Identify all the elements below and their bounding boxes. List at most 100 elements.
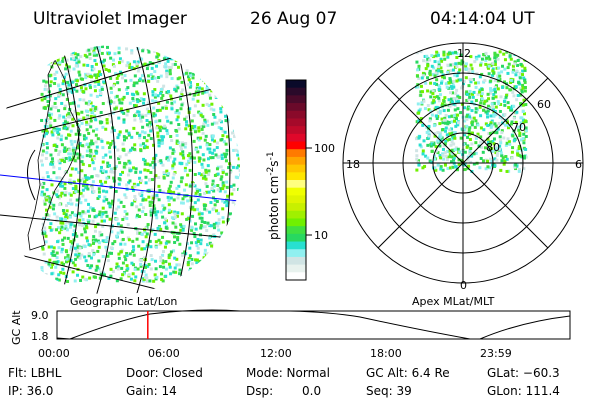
emission-pixel: [98, 210, 102, 214]
emission-pixel: [423, 72, 427, 76]
emission-pixel: [66, 201, 70, 205]
emission-pixel: [489, 157, 493, 161]
emission-pixel: [433, 95, 437, 99]
emission-pixel: [205, 60, 209, 64]
emission-pixel: [490, 102, 494, 106]
emission-pixel: [149, 210, 153, 214]
emission-pixel: [55, 144, 59, 148]
emission-pixel: [210, 224, 214, 228]
emission-pixel: [200, 70, 204, 74]
emission-pixel: [235, 271, 239, 275]
emission-pixel: [479, 61, 483, 65]
emission-pixel: [498, 144, 502, 148]
emission-pixel: [485, 112, 489, 116]
emission-pixel: [93, 59, 97, 63]
emission-pixel: [467, 132, 471, 136]
emission-pixel: [203, 204, 207, 208]
emission-pixel: [135, 237, 139, 241]
emission-pixel: [128, 62, 132, 66]
emission-pixel: [224, 252, 228, 256]
emission-pixel: [79, 214, 83, 218]
emission-pixel: [506, 101, 510, 105]
emission-pixel: [207, 169, 211, 173]
emission-pixel: [195, 86, 199, 90]
emission-pixel: [56, 52, 60, 56]
colorbar-swatch: [286, 149, 306, 158]
emission-pixel: [218, 53, 222, 57]
emission-pixel: [136, 100, 140, 104]
emission-pixel: [211, 256, 215, 260]
emission-pixel: [65, 209, 69, 213]
emission-pixel: [74, 56, 78, 60]
emission-pixel: [462, 80, 466, 84]
emission-pixel: [80, 253, 84, 257]
emission-pixel: [159, 161, 163, 165]
emission-pixel: [106, 254, 110, 258]
emission-pixel: [470, 131, 474, 135]
emission-pixel: [179, 228, 183, 232]
emission-pixel: [222, 140, 226, 144]
emission-pixel: [156, 51, 160, 55]
emission-pixel: [200, 212, 204, 216]
emission-pixel: [53, 55, 57, 59]
emission-pixel: [68, 122, 72, 126]
emission-pixel: [207, 190, 211, 194]
emission-pixel: [421, 149, 425, 153]
emission-pixel: [502, 52, 506, 56]
emission-pixel: [83, 277, 87, 281]
emission-pixel: [52, 129, 56, 133]
emission-pixel: [150, 198, 154, 202]
emission-pixel: [117, 157, 121, 161]
emission-pixel: [157, 238, 161, 242]
emission-pixel: [458, 150, 462, 154]
emission-pixel: [79, 201, 83, 205]
emission-pixel: [443, 151, 447, 155]
emission-pixel: [205, 208, 209, 212]
emission-pixel: [436, 67, 440, 71]
emission-pixel: [451, 68, 455, 72]
emission-pixel: [152, 114, 156, 118]
emission-pixel: [62, 126, 66, 130]
emission-pixel: [71, 261, 75, 265]
emission-pixel: [116, 148, 120, 152]
emission-pixel: [95, 94, 99, 98]
emission-pixel: [162, 135, 166, 139]
emission-pixel: [417, 76, 421, 80]
polar-map: 12 0 18 6 80 70 60: [342, 42, 584, 292]
emission-pixel: [142, 136, 146, 140]
emission-pixel: [204, 265, 208, 269]
emission-pixel: [449, 69, 453, 73]
emission-pixel: [69, 88, 73, 92]
emission-pixel: [117, 256, 121, 260]
emission-pixel: [78, 73, 82, 77]
emission-pixel: [427, 136, 431, 140]
emission-pixel: [141, 142, 145, 146]
emission-pixel: [139, 97, 143, 101]
emission-pixel: [101, 206, 105, 210]
emission-pixel: [486, 109, 490, 113]
emission-pixel: [118, 57, 122, 61]
emission-pixel: [148, 46, 152, 50]
emission-pixel: [58, 231, 62, 235]
emission-pixel: [217, 125, 221, 129]
emission-pixel: [118, 61, 122, 65]
emission-pixel: [200, 279, 204, 283]
emission-pixel: [435, 82, 439, 86]
emission-pixel: [134, 167, 138, 171]
emission-pixel: [67, 267, 71, 271]
emission-pixel: [219, 165, 223, 169]
emission-pixel: [488, 91, 492, 95]
emission-pixel: [516, 125, 520, 129]
emission-pixel: [52, 51, 56, 55]
emission-pixel: [237, 266, 240, 270]
emission-pixel: [40, 269, 44, 273]
emission-pixel: [426, 104, 430, 108]
emission-pixel: [162, 84, 166, 88]
emission-pixel: [484, 62, 488, 66]
emission-pixel: [85, 115, 89, 119]
emission-pixel: [176, 77, 180, 81]
emission-pixel: [520, 138, 524, 142]
emission-pixel: [51, 55, 55, 59]
emission-pixel: [132, 114, 136, 118]
emission-pixel: [231, 121, 235, 125]
